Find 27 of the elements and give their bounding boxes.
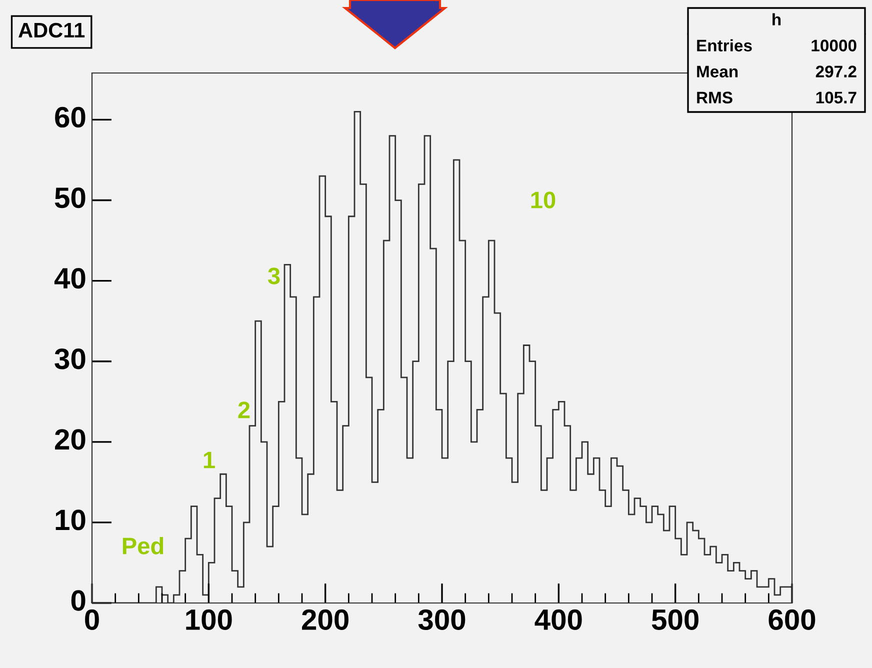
y-tick-label: 30 (54, 348, 86, 370)
chart-title: ADC11 (18, 22, 85, 38)
x-tick-label: 100 (186, 609, 232, 630)
y-tick-label: 50 (54, 187, 86, 208)
y-tick-label: 60 (55, 106, 86, 128)
x-tick-label: 400 (534, 609, 582, 630)
x-tick-label: 500 (652, 609, 698, 630)
x-tick-label: 200 (302, 609, 348, 630)
y-tick-label: 0 (71, 590, 86, 611)
text: 105.7 (816, 92, 856, 104)
annotation: 3 (268, 268, 280, 284)
text: 297.2 (816, 66, 856, 78)
x-tick-label: 0 (85, 609, 99, 630)
x-tick-label: 600 (768, 609, 816, 630)
text: h (772, 13, 781, 26)
text: Entries (697, 39, 752, 52)
x-tick-label: 300 (418, 609, 466, 630)
text: 10000 (812, 40, 856, 52)
annotation: 2 (238, 402, 250, 418)
annotation: 10 (531, 192, 556, 208)
annotation: RMS (697, 92, 732, 104)
y-tick-label: 40 (54, 268, 86, 289)
annotation: Ped (122, 536, 164, 554)
y-tick-label: 10 (56, 510, 86, 530)
annotation: 1 (204, 452, 215, 468)
y-tick-label: 20 (55, 429, 86, 450)
annotation: Mean (697, 66, 738, 78)
